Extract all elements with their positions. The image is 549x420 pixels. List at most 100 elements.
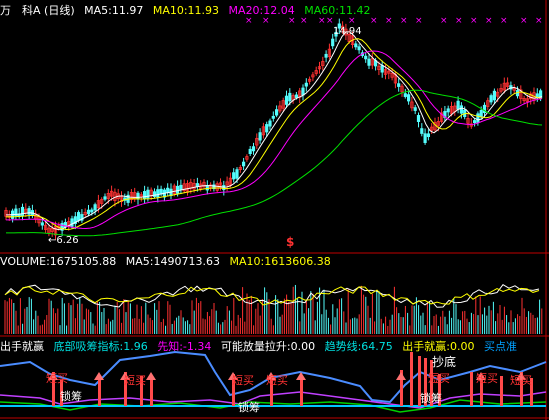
candle-body (479, 110, 483, 118)
candle-body (456, 100, 460, 110)
candle-body (340, 25, 345, 30)
candle-body (20, 206, 25, 217)
candle-body (502, 82, 506, 91)
buy-arrow (94, 372, 104, 380)
buy-arrow (266, 372, 276, 380)
ma10-line (5, 38, 543, 231)
volume-up-value: 可能放量拉升:0.00 (220, 340, 316, 353)
ma60-line (6, 89, 543, 237)
buy-arrow (146, 372, 156, 380)
candle-body (350, 35, 355, 45)
candle-body (40, 222, 44, 226)
candle-body (212, 184, 216, 190)
stock-title: 万 科A (日线) (0, 4, 75, 17)
ma5-value: MA5:11.97 (84, 4, 144, 17)
candle-body (390, 73, 394, 78)
candle-body (271, 115, 275, 119)
candle-body (278, 105, 282, 112)
x-marker: × (470, 16, 478, 26)
x-marker: × (245, 16, 253, 26)
candle-body (53, 226, 58, 236)
candle-body (4, 209, 8, 217)
candle-body (142, 191, 147, 200)
bottom-indicator-value: 底部吸筹指标:1.96 (53, 340, 148, 353)
candle-body (268, 120, 272, 127)
signal-bar (60, 380, 63, 406)
candle-body (110, 190, 114, 197)
indicator-name: 出手就赢 (0, 340, 44, 353)
candle-body (327, 48, 332, 57)
candle-body (466, 118, 470, 124)
signal-buy-label: 短买 (510, 373, 532, 387)
top-x-markers: × × × × × × × × × × × × × × × × × × (245, 16, 543, 26)
candle-body (416, 115, 421, 122)
shou-ying-value: 出手就赢:0.00 (402, 340, 475, 353)
signal-buy-label: 短买 (476, 371, 498, 385)
candle-body (334, 31, 338, 37)
signal-labels: 短买 短买 短买 短买 短买 短买 短买 锁筹 锁筹 锁筹 抄底 (46, 354, 532, 414)
candle-body (410, 101, 414, 109)
candle-body (261, 126, 266, 136)
price-header: 万 科A (日线) MA5:11.97 MA10:11.93 MA20:12.0… (0, 2, 376, 18)
volume-ma5-value: MA5:1490713.63 (125, 255, 220, 268)
candle-body (284, 95, 289, 105)
candle-body (241, 161, 246, 167)
candle-body (238, 167, 242, 170)
candle-body (331, 38, 335, 47)
candle-body (476, 113, 480, 123)
candle-body (44, 224, 48, 230)
candle-body (522, 98, 526, 102)
candle-body (146, 189, 150, 199)
moving-average-lines (5, 31, 543, 237)
candle-body (83, 211, 87, 216)
candle-body (14, 208, 18, 217)
candle-body (294, 94, 299, 98)
signal-buy-label: 短买 (124, 373, 146, 387)
low-price-label: ←6.26 (48, 235, 79, 246)
signal-lock-label: 锁筹 (420, 391, 442, 405)
candle-body (265, 124, 269, 133)
buy-arrow (476, 372, 486, 380)
candle-body (383, 69, 388, 75)
candle-body (423, 133, 427, 143)
signal-bar (438, 374, 441, 406)
signal-bar (270, 376, 273, 406)
volume-value: VOLUME:1675105.88 (0, 255, 117, 268)
signal-bar (424, 358, 427, 406)
signal-buy-label: 短买 (428, 371, 450, 385)
candle-body (215, 183, 219, 191)
buy-arrow (228, 372, 238, 380)
candle-body (512, 87, 516, 91)
candle-body (192, 183, 196, 190)
candle-body (50, 228, 54, 232)
candle-body (60, 223, 64, 231)
candle-body (129, 192, 133, 200)
candle-body (370, 58, 374, 66)
x-marker: × (520, 16, 528, 26)
candle-body (377, 65, 381, 70)
candle-body (430, 126, 434, 131)
x-marker: × (288, 16, 296, 26)
candle-body (225, 181, 229, 186)
candle-body (459, 105, 464, 114)
signal-bar (232, 374, 235, 406)
candle-body (449, 106, 454, 115)
candle-body (70, 218, 74, 227)
buy-arrow (296, 372, 306, 380)
candle-body (73, 216, 77, 225)
volume-ma5-line (4, 284, 540, 308)
candle-body (248, 148, 252, 155)
candle-body (90, 209, 94, 213)
signal-bar (470, 372, 473, 406)
candle-body (258, 132, 262, 141)
volume-bars (4, 284, 543, 334)
candle-body (354, 43, 358, 48)
candle-body (317, 66, 322, 70)
buy-arrow (120, 372, 130, 380)
high-price-label: 14.94 (333, 26, 362, 37)
candle-body (337, 23, 341, 29)
candle-body (426, 133, 431, 138)
candlestick-series (4, 18, 543, 240)
